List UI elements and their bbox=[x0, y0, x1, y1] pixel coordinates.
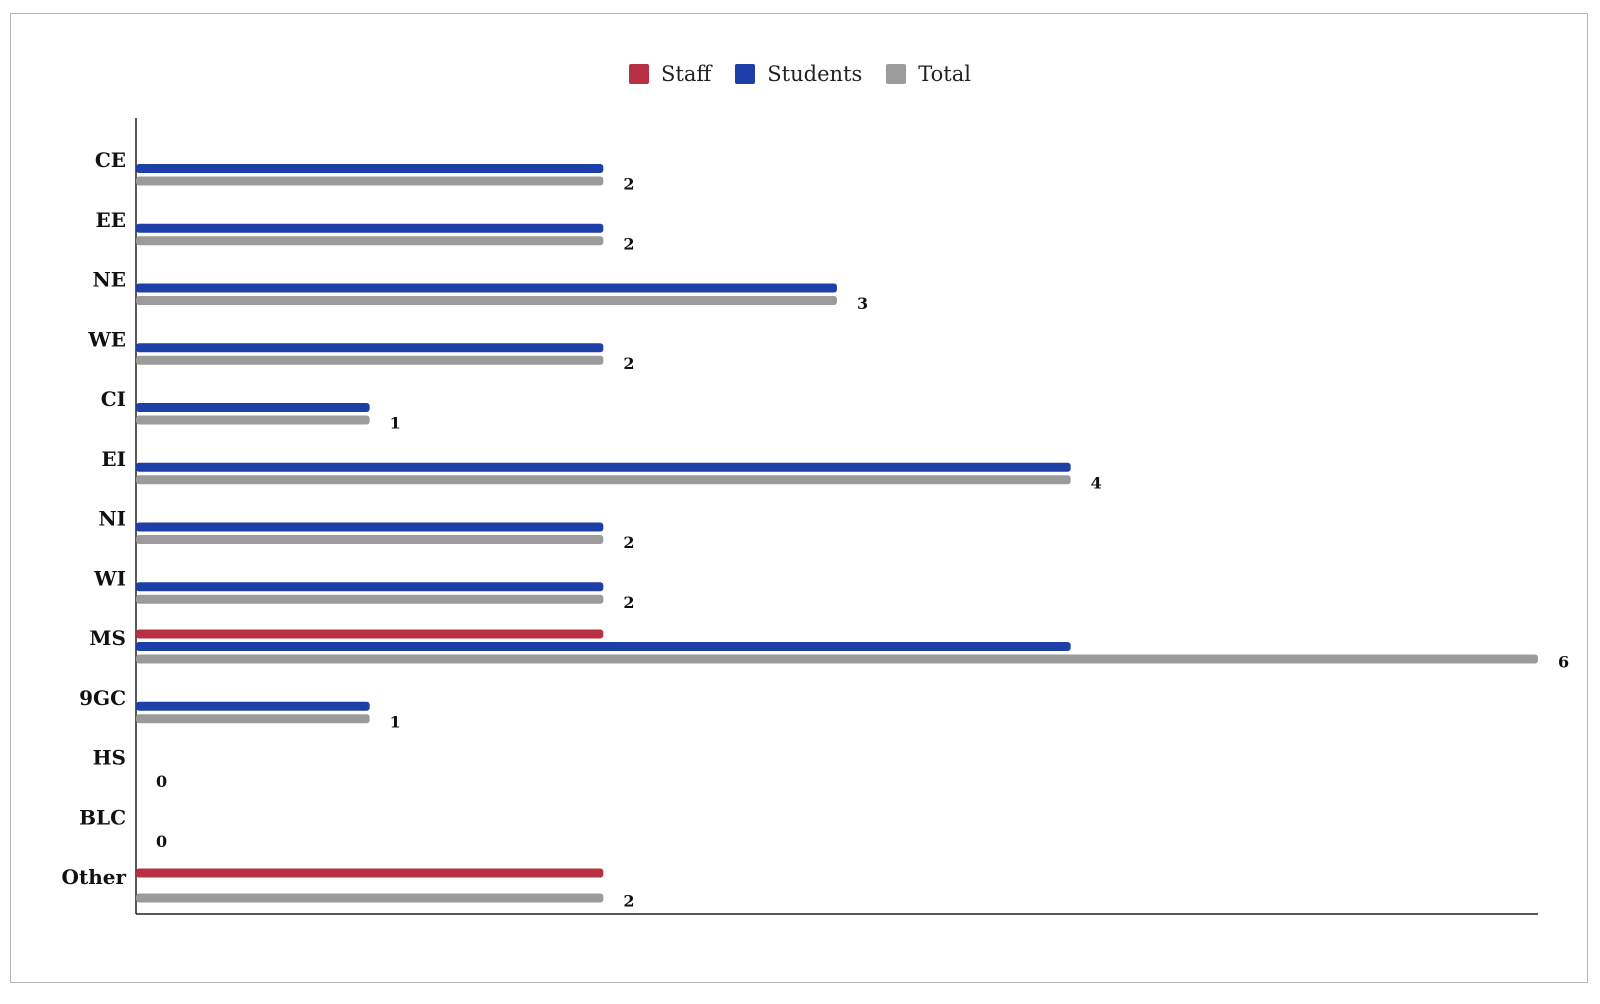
bar-students-ne bbox=[136, 283, 837, 293]
category-label: HS bbox=[93, 746, 126, 770]
bar-total-ce bbox=[136, 176, 604, 186]
bar-total-ni bbox=[136, 535, 604, 544]
category-label: EE bbox=[96, 208, 127, 232]
bar-students-ms bbox=[136, 642, 1071, 651]
data-label: 1 bbox=[390, 414, 401, 433]
bar-students-we bbox=[136, 343, 604, 353]
bar-students-wi bbox=[136, 582, 604, 592]
category-label: CE bbox=[95, 148, 126, 172]
category-label: 9GC bbox=[79, 686, 126, 710]
bar-students-ei bbox=[136, 462, 1071, 472]
data-label: 2 bbox=[623, 533, 634, 552]
data-label: 1 bbox=[390, 712, 401, 731]
bar-students-ni bbox=[136, 522, 604, 532]
bar-total-ne bbox=[136, 296, 837, 305]
legend-label: Students bbox=[767, 62, 863, 86]
legend-swatch-staff bbox=[629, 64, 650, 84]
category-label: EI bbox=[101, 447, 126, 471]
chart-frame bbox=[10, 13, 1588, 983]
legend-label: Staff bbox=[661, 62, 712, 86]
category-label: WE bbox=[87, 327, 126, 351]
legend-item-students: Students bbox=[735, 62, 862, 86]
data-label: 2 bbox=[623, 354, 634, 373]
data-label: 2 bbox=[623, 593, 634, 612]
data-label: 6 bbox=[1558, 653, 1569, 672]
chart-legend: Staff Students Total bbox=[0, 58, 1600, 90]
legend-swatch-total bbox=[886, 64, 907, 84]
data-label: 4 bbox=[1091, 473, 1102, 492]
category-label: CI bbox=[101, 387, 126, 411]
bar-students-9gc bbox=[136, 701, 370, 711]
bar-students-ee bbox=[136, 223, 604, 233]
data-label: 2 bbox=[623, 892, 634, 911]
bar-total-ms bbox=[136, 654, 1538, 664]
data-label: 2 bbox=[623, 234, 634, 253]
bar-total-ci bbox=[136, 415, 370, 425]
data-label: 0 bbox=[156, 832, 167, 851]
legend-swatch-students bbox=[735, 64, 756, 84]
legend-item-total: Total bbox=[886, 62, 971, 86]
category-label: NI bbox=[98, 507, 126, 531]
bar-total-9gc bbox=[136, 714, 370, 724]
bar-total-we bbox=[136, 355, 604, 365]
category-label: NE bbox=[92, 268, 126, 292]
data-label: 0 bbox=[156, 772, 167, 791]
category-label: MS bbox=[89, 626, 126, 650]
bar-students-ci bbox=[136, 403, 370, 412]
bar-total-ei bbox=[136, 475, 1071, 485]
category-label: BLC bbox=[79, 805, 126, 829]
bar-staff-ms bbox=[136, 629, 604, 639]
bar-total-wi bbox=[136, 594, 604, 604]
legend-item-staff: Staff bbox=[629, 62, 711, 86]
data-label: 2 bbox=[623, 175, 634, 194]
bar-total-ee bbox=[136, 236, 604, 246]
bar-staff-other bbox=[136, 868, 604, 878]
legend-label: Total bbox=[918, 62, 971, 86]
category-label: Other bbox=[62, 865, 127, 889]
data-label: 3 bbox=[857, 294, 868, 313]
bar-total-other bbox=[136, 893, 604, 903]
category-label: WI bbox=[93, 566, 126, 590]
bar-students-ce bbox=[136, 164, 604, 173]
